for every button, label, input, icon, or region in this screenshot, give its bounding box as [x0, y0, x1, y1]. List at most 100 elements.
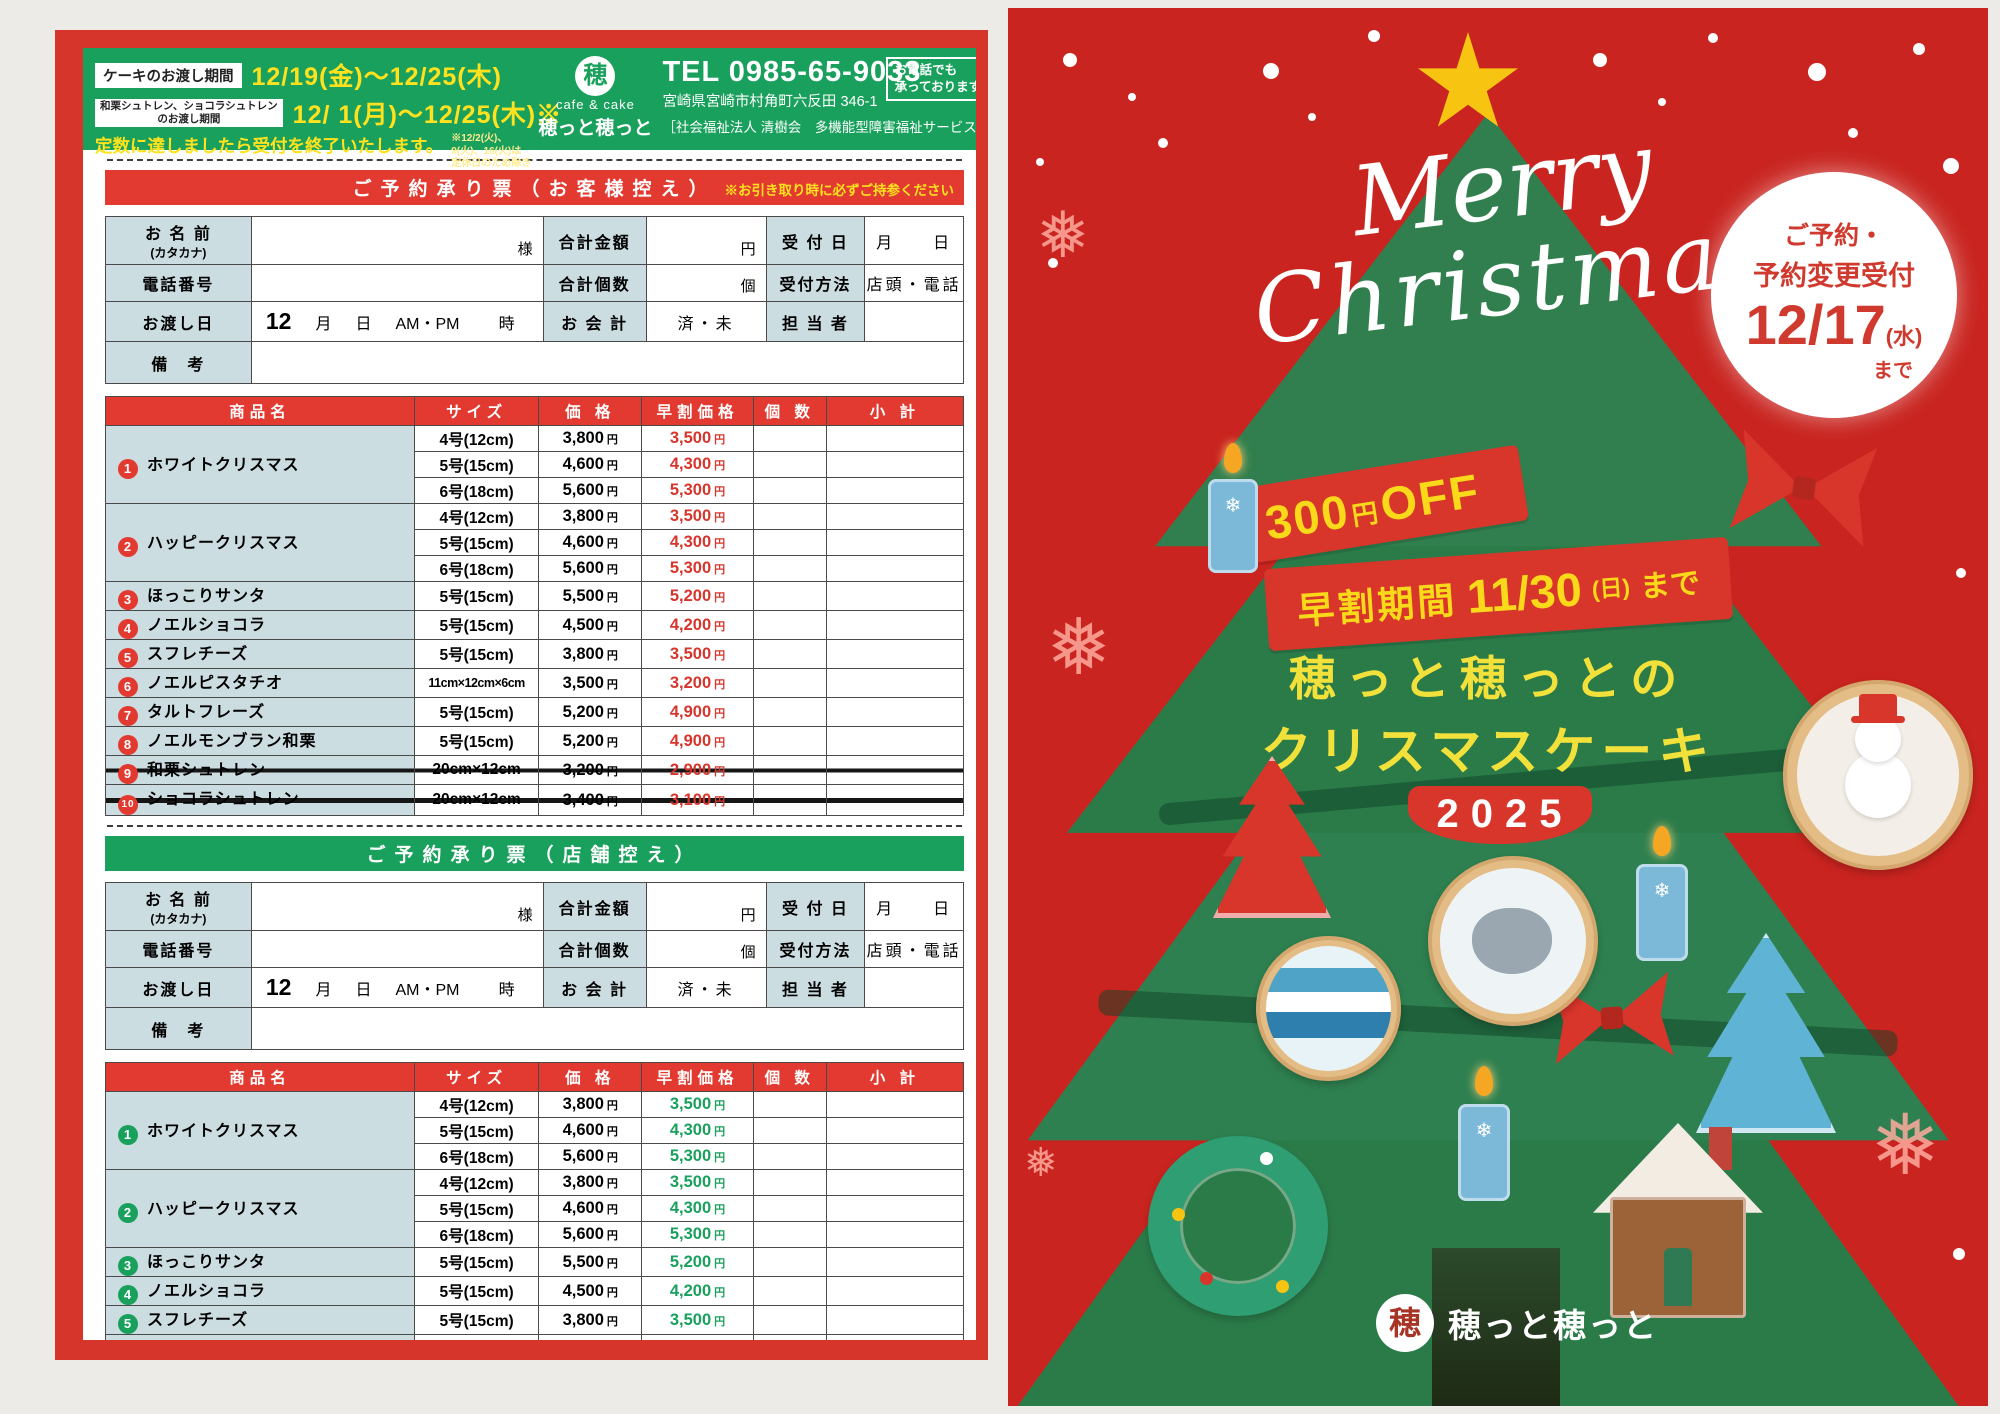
- delivery-date-label-cell: お渡し日: [105, 967, 252, 1008]
- product-subtotal-cell: [825, 1091, 965, 1118]
- product-size-cell: 5号(15cm): [413, 697, 540, 727]
- product-subtotal-cell: [825, 639, 965, 669]
- product-price-cell: 5,500 円: [538, 581, 643, 611]
- product-number-badge: 6: [118, 677, 138, 697]
- product-row: 5号(15cm) 4,600 円 4,300 円: [106, 1117, 965, 1144]
- total-amount-label-cell: 合計金額: [542, 216, 647, 265]
- product-size-cell: 5号(15cm): [413, 610, 540, 640]
- product-name-cell: 5 スフレチーズ: [105, 639, 415, 669]
- product-name: タルトフレーズ: [147, 704, 266, 721]
- early-price-value: 4,300: [669, 1121, 712, 1139]
- product-size-cell: 5号(15cm): [413, 639, 540, 669]
- product-subtotal-cell: [825, 668, 965, 698]
- product-price-cell: 3,200 円: [538, 755, 643, 785]
- col-price: 価 格: [538, 1062, 643, 1092]
- early-price-value: 4,200: [669, 1281, 712, 1300]
- col-quantity: 個 数: [752, 1062, 827, 1092]
- reservation-deadline-until: まで: [1873, 360, 1913, 382]
- product-qty-cell: [752, 1091, 827, 1118]
- product-size-cell: 5号(15cm): [413, 1305, 540, 1335]
- shop-organization: ［社会福祉法人 清樹会 多機能型障害福祉サービス］: [662, 120, 976, 135]
- product-name-cell: 1 ホワイトクリスマス: [105, 1091, 415, 1170]
- receipt-date-input-cell: 月 日: [864, 882, 964, 931]
- yen-suffix: 円: [606, 1126, 618, 1138]
- product-early-price-cell: 5,200 円: [641, 1247, 754, 1277]
- early-price-value: 5,200: [669, 1252, 712, 1271]
- delivery-date-label-cell: お渡し日: [105, 301, 252, 342]
- store-copy-section-holder: ご予約承り票（店舗控え） お 名 前 (カタカナ) 様 合計金額 円 受 付 日…: [105, 836, 965, 1340]
- early-price-value: 3,500: [669, 507, 712, 525]
- product-subtotal-cell: [825, 1221, 965, 1248]
- product-number-badge: 4: [118, 619, 138, 639]
- order-form-paper: ケーキのお渡し期間 12/19(金)〜12/25(木) 和栗シュトレン、ショコラ…: [83, 48, 976, 1340]
- product-name: スフレチーズ: [147, 646, 249, 663]
- product-name: ホワイトクリスマス: [147, 1122, 300, 1140]
- product-qty-cell: [752, 503, 827, 530]
- price-value: 4,600: [562, 1121, 604, 1139]
- early-bird-day: (日): [1590, 573, 1631, 603]
- product-price-cell: 5,500 円: [538, 1247, 643, 1277]
- flyer-footer-logo: 穂 穂っと穂っと: [1376, 1294, 1658, 1352]
- product-name: ほっこりサンタ: [147, 1254, 267, 1271]
- pickup-period-block: ケーキのお渡し期間 12/19(金)〜12/25(木) 和栗シュトレン、ショコラ…: [83, 48, 561, 182]
- product-subtotal-cell: [825, 784, 965, 816]
- product-name-cell: 9 和栗シュトレン: [105, 755, 415, 785]
- product-early-price-cell: 4,900 円: [641, 697, 754, 727]
- product-size-cell: 20cm×12cm: [413, 755, 540, 785]
- ribbon-bow-icon: [1730, 429, 1878, 547]
- product-qty-cell: [752, 555, 827, 582]
- early-bird-date: 11/30: [1465, 561, 1584, 623]
- price-value: 3,800: [562, 1095, 604, 1113]
- product-number-badge: 2: [118, 536, 138, 557]
- product-name-cell: 2 ハッピークリスマス: [105, 503, 415, 582]
- product-table-header-row: 商品名 サイズ 価 格 早割価格 個 数 小 計: [105, 396, 965, 426]
- yen-suffix: 円: [606, 1286, 618, 1299]
- product-price-cell: 3,800 円: [538, 1091, 643, 1118]
- stollen-pickup-dates: 12/ 1(月)〜12/25(木)※: [292, 101, 563, 129]
- product-name-cell: 4 ノエルショコラ: [105, 1276, 415, 1306]
- price-value: 5,200: [562, 731, 604, 750]
- product-price-cell: 5,200 円: [538, 697, 643, 727]
- yen-suffix: 円: [714, 707, 726, 720]
- product-row: 7 タルトフレーズ 5号(15cm) 5,200 円 4,900 円: [105, 697, 965, 727]
- product-name-cell: 10 ショコラシュトレン: [105, 784, 415, 816]
- product-early-price-cell: 4,300 円: [641, 529, 754, 556]
- yen-suffix: 円: [606, 486, 618, 498]
- product-row: 1 ホワイトクリスマス 4号(12cm) 3,800 円 3,500 円: [105, 1091, 965, 1170]
- product-size-cell: 5号(15cm): [413, 1195, 540, 1222]
- product-row: 6号(18cm) 5,600 円 5,300 円: [106, 477, 965, 504]
- snow-dot: [1913, 43, 1925, 55]
- product-subtotal-cell: [825, 425, 965, 452]
- total-count-input-cell: 個: [645, 264, 767, 302]
- col-early-price: 早割価格: [641, 396, 754, 426]
- snow-dot: [1263, 63, 1279, 79]
- candle-cookie-ornament: ❄: [1208, 443, 1258, 573]
- product-row: 6号(18cm) 5,600 円 5,300 円: [106, 1221, 965, 1248]
- product-price-cell: 3,800 円: [538, 639, 643, 669]
- product-name-cell: 6 ノエルピスタチオ: [105, 668, 415, 698]
- snow-dot: [1048, 258, 1058, 268]
- product-qty-cell: [752, 784, 827, 816]
- house-cookie-ornament: [1593, 1123, 1763, 1318]
- product-row: 4 ノエルショコラ 5号(15cm) 4,500 円 4,200 円: [105, 610, 965, 640]
- shop-header-band: ケーキのお渡し期間 12/19(金)〜12/25(木) 和栗シュトレン、ショコラ…: [83, 48, 976, 182]
- yen-suffix: 円: [606, 620, 618, 633]
- staff-input-cell: [864, 967, 964, 1008]
- payment-value-cell: 済・未: [645, 967, 767, 1008]
- candle-cookie-ornament: ❄: [1458, 1066, 1510, 1201]
- product-row: 3 ほっこりサンタ 5号(15cm) 5,500 円 5,200 円: [105, 581, 965, 611]
- payment-label-cell: お 会 計: [542, 967, 647, 1008]
- yen-suffix: 円: [714, 1126, 726, 1138]
- product-subtotal-cell: [825, 1247, 965, 1277]
- yen-suffix: 円: [606, 591, 618, 604]
- product-price-cell: 5,200 円: [538, 726, 643, 756]
- name-input-cell: 様: [250, 216, 544, 265]
- total-amount-input-cell: 円: [645, 882, 767, 931]
- product-qty-cell: [752, 1195, 827, 1222]
- order-form-page: ケーキのお渡し期間 12/19(金)〜12/25(木) 和栗シュトレン、ショコラ…: [55, 30, 988, 1360]
- early-price-value: 3,200: [669, 673, 712, 692]
- product-number-badge: 3: [118, 1256, 138, 1276]
- yen-suffix: 円: [606, 1257, 618, 1270]
